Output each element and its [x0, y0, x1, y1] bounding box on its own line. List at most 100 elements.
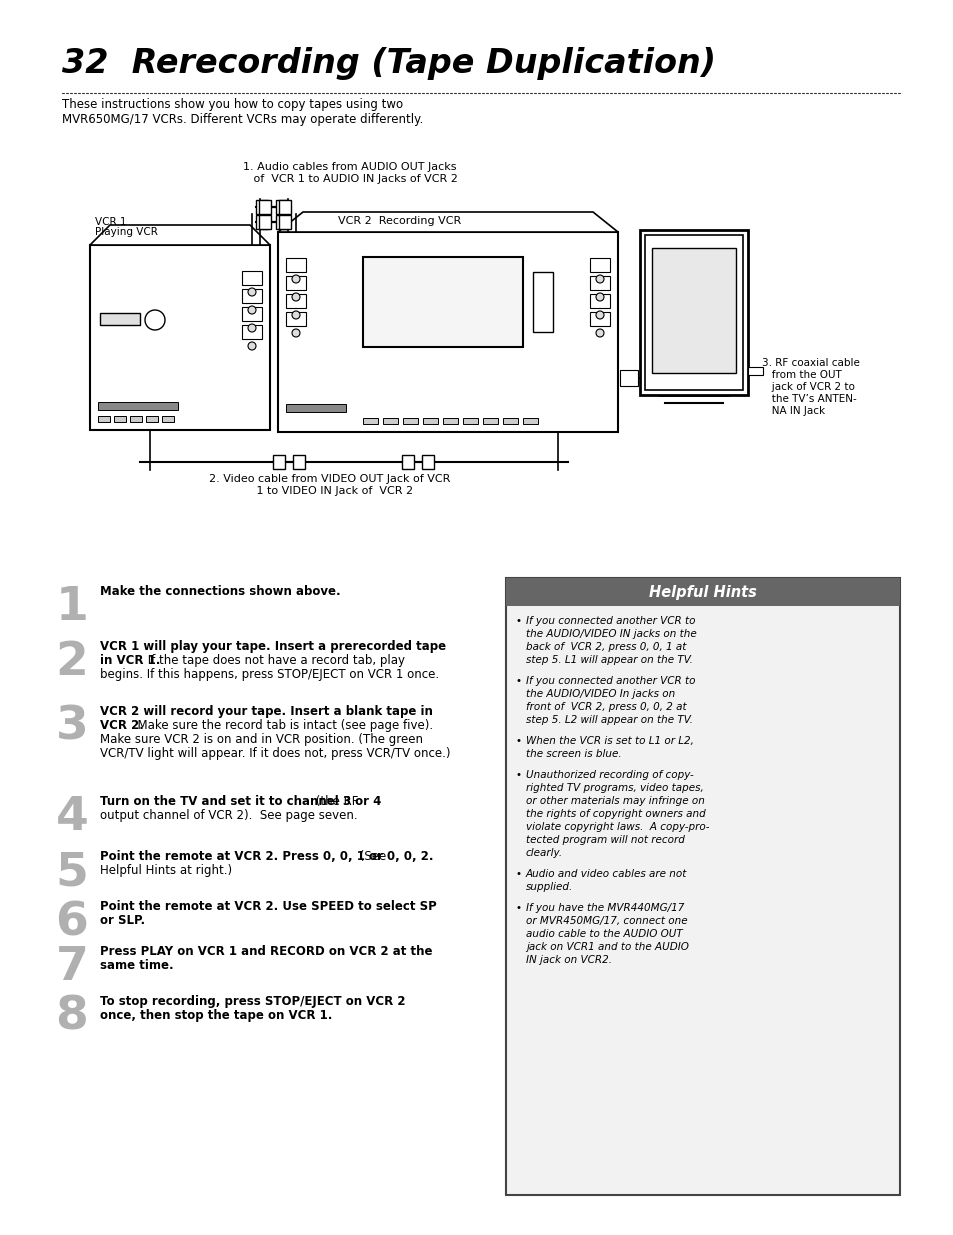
Text: When the VCR is set to L1 or L2,: When the VCR is set to L1 or L2, — [525, 736, 693, 746]
Text: jack on VCR1 and to the AUDIO: jack on VCR1 and to the AUDIO — [525, 942, 688, 952]
Text: Press PLAY on VCR 1 and RECORD on VCR 2 at the: Press PLAY on VCR 1 and RECORD on VCR 2 … — [100, 945, 432, 958]
Bar — [382, 417, 397, 424]
Text: same time.: same time. — [100, 960, 173, 972]
Text: begins. If this happens, press STOP/EJECT on VCR 1 once.: begins. If this happens, press STOP/EJEC… — [100, 668, 438, 680]
Bar — [589, 312, 609, 326]
Text: once, then stop the tape on VCR 1.: once, then stop the tape on VCR 1. — [100, 1009, 332, 1023]
Bar — [242, 289, 262, 303]
Bar — [422, 417, 437, 424]
Text: Audio and video cables are not: Audio and video cables are not — [525, 869, 687, 879]
Text: clearly.: clearly. — [525, 848, 562, 858]
Bar — [401, 454, 414, 469]
Text: in VCR 1.: in VCR 1. — [100, 655, 160, 667]
Text: VCR 1: VCR 1 — [95, 217, 127, 227]
Circle shape — [248, 306, 255, 314]
Circle shape — [145, 310, 165, 330]
Text: Helpful Hints at right.): Helpful Hints at right.) — [100, 864, 232, 877]
Circle shape — [248, 324, 255, 332]
Circle shape — [292, 275, 299, 283]
Text: VCR 2 will record your tape. Insert a blank tape in: VCR 2 will record your tape. Insert a bl… — [100, 705, 433, 718]
Bar — [747, 367, 762, 375]
Bar — [462, 417, 477, 424]
Bar — [130, 416, 142, 422]
Text: jack of VCR 2 to: jack of VCR 2 to — [761, 382, 854, 391]
Bar — [255, 200, 268, 214]
Text: 32  Rerecording (Tape Duplication): 32 Rerecording (Tape Duplication) — [62, 47, 716, 80]
Bar — [275, 215, 288, 228]
Bar — [162, 416, 173, 422]
Bar — [651, 248, 735, 373]
Text: VCR 1 will play your tape. Insert a prerecorded tape: VCR 1 will play your tape. Insert a prer… — [100, 640, 446, 653]
Text: Make sure the record tab is intact (see page five).: Make sure the record tab is intact (see … — [130, 719, 433, 732]
Text: Turn on the TV and set it to channel 3 or 4: Turn on the TV and set it to channel 3 o… — [100, 795, 381, 808]
Text: MVR650MG/17 VCRs. Different VCRs may operate differently.: MVR650MG/17 VCRs. Different VCRs may ope… — [62, 112, 423, 126]
Circle shape — [596, 275, 603, 283]
Text: If you connected another VCR to: If you connected another VCR to — [525, 676, 695, 685]
Bar — [100, 312, 140, 325]
Text: of  VCR 1 to AUDIO IN Jacks of VCR 2: of VCR 1 to AUDIO IN Jacks of VCR 2 — [242, 174, 456, 184]
Bar — [275, 200, 288, 214]
Bar — [255, 215, 268, 228]
Bar — [113, 416, 126, 422]
Text: Point the remote at VCR 2. Press 0, 0, 1 or 0, 0, 2.: Point the remote at VCR 2. Press 0, 0, 1… — [100, 850, 433, 863]
Bar — [146, 416, 158, 422]
Text: or SLP.: or SLP. — [100, 914, 145, 927]
Circle shape — [292, 293, 299, 301]
Polygon shape — [90, 225, 270, 245]
Text: supplied.: supplied. — [525, 882, 573, 892]
Bar — [242, 308, 262, 321]
Circle shape — [596, 329, 603, 337]
Bar — [505, 578, 899, 606]
Circle shape — [292, 329, 299, 337]
Text: •: • — [516, 616, 521, 626]
Text: 3: 3 — [55, 705, 89, 750]
Bar — [402, 417, 417, 424]
Bar — [522, 417, 537, 424]
Text: To stop recording, press STOP/EJECT on VCR 2: To stop recording, press STOP/EJECT on V… — [100, 995, 405, 1008]
Text: or other materials may infringe on: or other materials may infringe on — [525, 797, 704, 806]
Text: If the tape does not have a record tab, play: If the tape does not have a record tab, … — [144, 655, 405, 667]
Bar — [242, 270, 262, 285]
Text: 2: 2 — [55, 640, 89, 685]
Bar — [277, 232, 618, 432]
Bar — [273, 454, 285, 469]
Bar — [98, 416, 110, 422]
Text: Helpful Hints: Helpful Hints — [648, 584, 756, 599]
Text: 2. Video cable from VIDEO OUT Jack of VCR: 2. Video cable from VIDEO OUT Jack of VC… — [209, 474, 450, 484]
Text: violate copyright laws.  A copy-pro-: violate copyright laws. A copy-pro- — [525, 823, 709, 832]
Bar — [502, 417, 517, 424]
Circle shape — [248, 288, 255, 296]
Text: •: • — [516, 903, 521, 913]
Polygon shape — [277, 212, 618, 232]
Text: the AUDIO/VIDEO IN jacks on the: the AUDIO/VIDEO IN jacks on the — [525, 629, 696, 638]
Circle shape — [596, 293, 603, 301]
Bar — [421, 454, 434, 469]
Text: 7: 7 — [55, 945, 89, 990]
Bar — [286, 294, 306, 308]
Bar — [286, 404, 346, 412]
Bar — [644, 235, 742, 390]
Text: from the OUT: from the OUT — [761, 370, 841, 380]
Text: Make sure VCR 2 is on and in VCR position. (The green: Make sure VCR 2 is on and in VCR positio… — [100, 734, 422, 746]
Text: righted TV programs, video tapes,: righted TV programs, video tapes, — [525, 783, 703, 793]
Bar — [286, 258, 306, 272]
Bar — [442, 417, 457, 424]
Bar — [90, 245, 270, 430]
Bar — [258, 215, 271, 228]
Text: the TV’s ANTEN-: the TV’s ANTEN- — [761, 394, 856, 404]
Text: 5: 5 — [55, 850, 89, 895]
Bar — [258, 200, 271, 214]
Text: 1. Audio cables from AUDIO OUT Jacks: 1. Audio cables from AUDIO OUT Jacks — [243, 162, 456, 172]
Circle shape — [292, 311, 299, 319]
Text: output channel of VCR 2).  See page seven.: output channel of VCR 2). See page seven… — [100, 809, 357, 823]
Bar — [589, 294, 609, 308]
Text: VCR 2  Recording VCR: VCR 2 Recording VCR — [337, 216, 460, 226]
Bar — [589, 258, 609, 272]
Text: back of  VCR 2, press 0, 0, 1 at: back of VCR 2, press 0, 0, 1 at — [525, 642, 685, 652]
Text: Point the remote at VCR 2. Use SPEED to select SP: Point the remote at VCR 2. Use SPEED to … — [100, 900, 436, 913]
Text: step 5. L2 will appear on the TV.: step 5. L2 will appear on the TV. — [525, 715, 692, 725]
Text: If you have the MVR440MG/17: If you have the MVR440MG/17 — [525, 903, 683, 913]
Text: 6: 6 — [55, 900, 89, 945]
Text: If you connected another VCR to: If you connected another VCR to — [525, 616, 695, 626]
Bar — [286, 312, 306, 326]
